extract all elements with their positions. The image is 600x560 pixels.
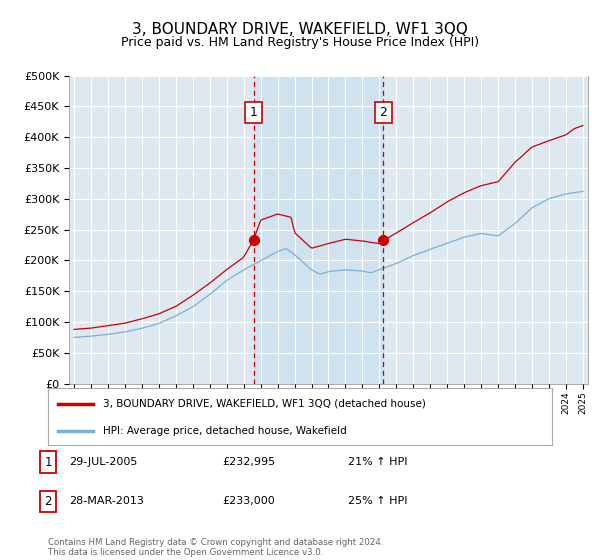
Text: 2: 2 bbox=[44, 494, 52, 508]
Text: 1: 1 bbox=[250, 106, 257, 119]
Text: Price paid vs. HM Land Registry's House Price Index (HPI): Price paid vs. HM Land Registry's House … bbox=[121, 36, 479, 49]
Text: 29-JUL-2005: 29-JUL-2005 bbox=[69, 457, 137, 467]
Text: 1: 1 bbox=[44, 455, 52, 469]
Text: 21% ↑ HPI: 21% ↑ HPI bbox=[348, 457, 407, 467]
Text: 3, BOUNDARY DRIVE, WAKEFIELD, WF1 3QQ: 3, BOUNDARY DRIVE, WAKEFIELD, WF1 3QQ bbox=[132, 22, 468, 38]
Text: £232,995: £232,995 bbox=[222, 457, 275, 467]
Text: 25% ↑ HPI: 25% ↑ HPI bbox=[348, 496, 407, 506]
Text: £233,000: £233,000 bbox=[222, 496, 275, 506]
Text: HPI: Average price, detached house, Wakefield: HPI: Average price, detached house, Wake… bbox=[103, 426, 347, 436]
Text: 28-MAR-2013: 28-MAR-2013 bbox=[69, 496, 144, 506]
Text: 3, BOUNDARY DRIVE, WAKEFIELD, WF1 3QQ (detached house): 3, BOUNDARY DRIVE, WAKEFIELD, WF1 3QQ (d… bbox=[103, 399, 427, 409]
Text: 2: 2 bbox=[380, 106, 388, 119]
Bar bbox=[254, 76, 383, 384]
Text: Contains HM Land Registry data © Crown copyright and database right 2024.
This d: Contains HM Land Registry data © Crown c… bbox=[48, 538, 383, 557]
